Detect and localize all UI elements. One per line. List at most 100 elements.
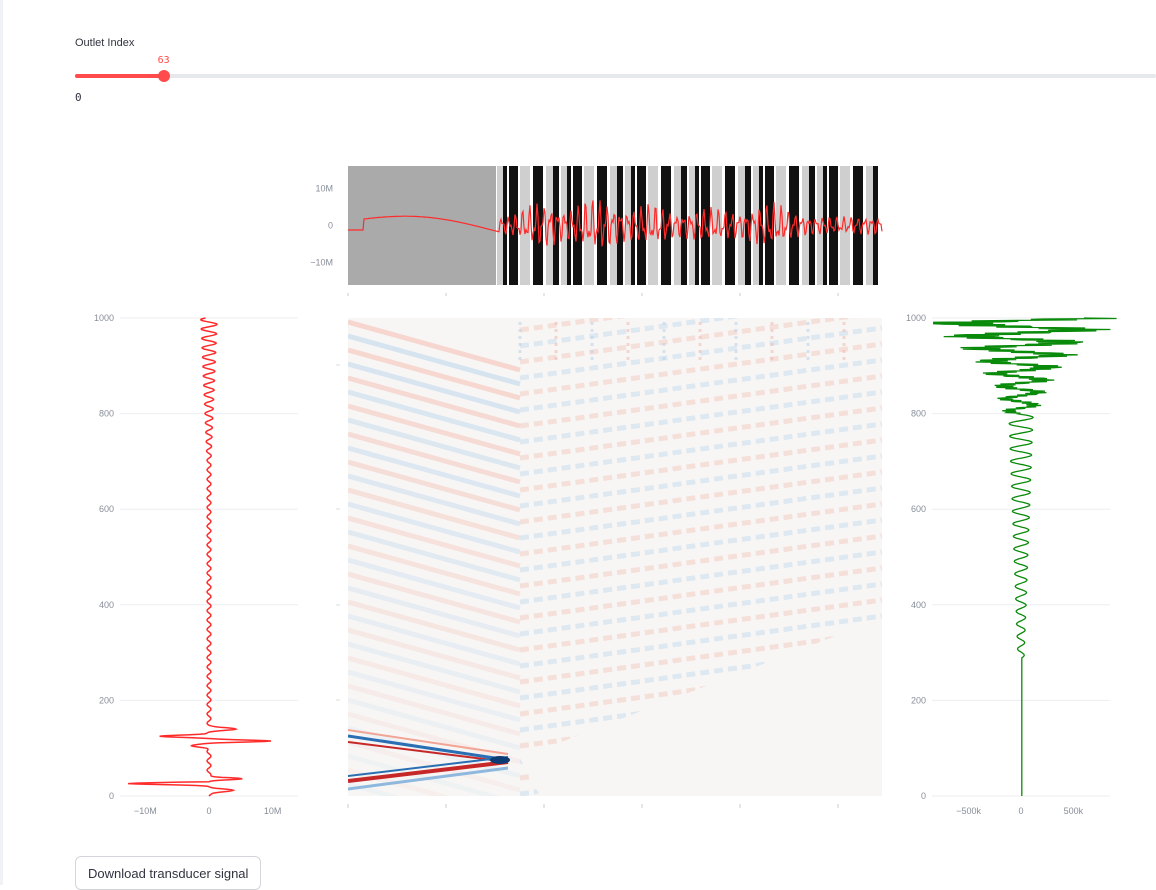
right-y-tick-label: 600 xyxy=(911,504,926,514)
heatmap-stripe xyxy=(348,753,501,796)
heatmap-stripe xyxy=(348,613,521,667)
heatmap-wavefront xyxy=(348,760,509,783)
sidebar-edge xyxy=(0,0,3,885)
heatmap-stripe xyxy=(348,403,521,457)
top-band xyxy=(582,166,584,285)
left-y-tick-label: 600 xyxy=(99,504,114,514)
top-y-tick-label: −10M xyxy=(310,258,333,268)
top-signal-line xyxy=(348,200,883,247)
heatmap-wavefront xyxy=(348,741,509,763)
top-band xyxy=(751,166,753,285)
heatmap-stripe xyxy=(348,543,521,597)
top-band xyxy=(776,166,786,285)
top-band xyxy=(637,166,646,285)
outlet-index-slider-track[interactable] xyxy=(75,74,1156,78)
top-band xyxy=(674,166,681,285)
top-band xyxy=(809,166,815,285)
left-y-tick-label: 0 xyxy=(109,791,114,801)
heatmap-stripe xyxy=(519,549,882,605)
top-band xyxy=(817,166,823,285)
heatmap-stripe xyxy=(348,697,521,751)
heatmap-stripe xyxy=(519,453,882,509)
heatmap-stripe xyxy=(519,581,882,637)
top-band xyxy=(681,166,687,285)
slider-label: Outlet Index xyxy=(75,37,135,49)
left-y-tick-label: 1000 xyxy=(94,313,114,323)
right-y-tick-label: 0 xyxy=(921,791,926,801)
right-y-tick-label: 1000 xyxy=(906,313,926,323)
heatmap-stripe xyxy=(348,571,521,625)
top-band xyxy=(597,166,607,285)
top-band xyxy=(658,166,661,285)
left-y-tick-label: 200 xyxy=(99,695,114,705)
heatmap-stripe xyxy=(348,627,521,681)
top-band xyxy=(799,166,802,285)
top-band xyxy=(518,166,520,285)
heatmap-stripe xyxy=(519,405,882,461)
outlet-index-slider-thumb[interactable] xyxy=(157,70,170,82)
top-band xyxy=(567,166,571,285)
top-band xyxy=(584,166,594,285)
slider-fill xyxy=(75,74,164,78)
top-band xyxy=(573,166,582,285)
top-band xyxy=(765,166,774,285)
heatmap-stripe xyxy=(519,318,741,349)
heatmap-stripe xyxy=(519,517,882,573)
heatmap-stripe xyxy=(348,557,521,611)
heatmap-stripe xyxy=(348,711,521,765)
left-x-tick-label: −10M xyxy=(134,806,157,816)
heatmap-stripe xyxy=(519,437,882,493)
heatmap-stripe xyxy=(519,533,882,589)
heatmap-stripe xyxy=(348,361,521,415)
heatmap-stripe xyxy=(519,485,882,541)
heatmap-stripe xyxy=(348,641,521,695)
left-signal-panel: 0 200 400 600 800 1000 −10M 0 10M xyxy=(94,313,298,816)
right-y-tick-label: 800 xyxy=(911,409,926,419)
left-y-tick-label: 400 xyxy=(99,600,114,610)
heatmap-stripe xyxy=(519,421,882,477)
heatmap-stripe xyxy=(348,529,521,583)
heatmap-stripe xyxy=(348,515,521,569)
top-panel-gray-band xyxy=(348,166,496,285)
top-band xyxy=(838,166,840,285)
top-band xyxy=(509,166,518,285)
top-band xyxy=(543,166,546,285)
heatmap-stripe xyxy=(348,599,521,653)
top-band xyxy=(722,166,725,285)
top-band xyxy=(873,166,878,285)
right-y-tick-label: 400 xyxy=(911,600,926,610)
heatmap-stripe xyxy=(519,597,882,653)
left-signal-line xyxy=(128,317,272,797)
heatmap-stripe xyxy=(348,655,521,709)
top-band xyxy=(815,166,817,285)
heatmap-stripe xyxy=(348,501,521,555)
top-band xyxy=(503,166,507,285)
heatmap-stripe xyxy=(519,645,882,701)
heatmap-wavefront xyxy=(348,756,509,777)
top-band xyxy=(763,166,765,285)
heatmap-stripe xyxy=(348,333,521,387)
top-signal-panel: 10M 0 −10M xyxy=(310,166,883,296)
top-band xyxy=(710,166,712,285)
top-y-tick-label: 10M xyxy=(315,183,333,193)
heatmap-stripe xyxy=(348,319,521,373)
top-band xyxy=(594,166,597,285)
heatmap-stripe xyxy=(348,389,521,443)
heatmap-stripe xyxy=(519,318,626,333)
top-band xyxy=(561,166,567,285)
heatmap-stripe xyxy=(348,487,521,541)
heatmap-stripe xyxy=(519,341,882,397)
heatmap-stripe xyxy=(348,417,521,471)
heatmap-stripe xyxy=(519,469,882,525)
slider-min-value: 0 xyxy=(75,91,82,104)
heatmap-stripe xyxy=(348,683,521,737)
top-band xyxy=(507,166,509,285)
heatmap-stripe xyxy=(519,565,882,621)
top-band xyxy=(661,166,671,285)
top-band xyxy=(623,166,625,285)
left-y-tick-label: 800 xyxy=(99,409,114,419)
right-x-tick-label: −500k xyxy=(956,806,981,816)
download-transducer-signal-button[interactable]: Download transducer signal xyxy=(75,856,262,890)
heatmap-stripe xyxy=(519,629,882,685)
right-x-tick-label: 500k xyxy=(1064,806,1084,816)
